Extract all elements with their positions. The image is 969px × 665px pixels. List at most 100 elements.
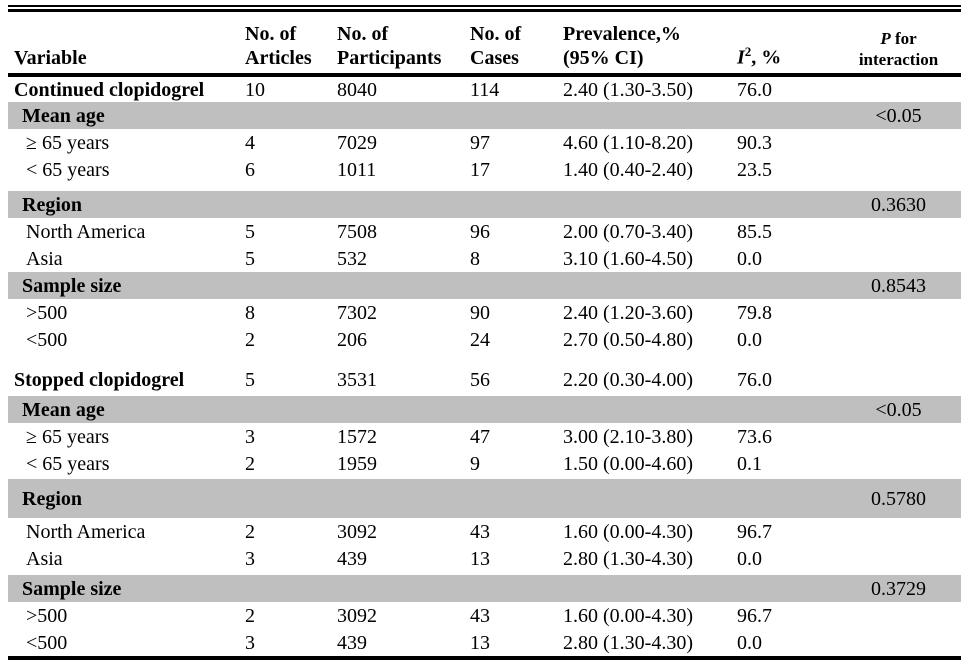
subgroup-analysis-table: Variable No. of Articles No. of Particip… xyxy=(8,12,961,656)
table-row: North America 5 7508 96 2.00 (0.70-3.40) 85.5 xyxy=(8,218,961,245)
table-row xyxy=(8,183,961,191)
cell-articles: 2 xyxy=(245,604,255,627)
header-p-line1: P for xyxy=(840,29,957,49)
table-row: <500 2 206 24 2.70 (0.50-4.80) 0.0 xyxy=(8,326,961,353)
cell-p-interaction: <0.05 xyxy=(840,396,961,423)
cell-cases: 114 xyxy=(470,78,500,101)
header-articles-line1: No. of xyxy=(245,23,297,45)
cell-p-interaction xyxy=(840,245,961,272)
cell-i-squared: 85.5 xyxy=(737,220,772,243)
cell-variable: <500 xyxy=(26,631,68,654)
cell-prevalence: 4.60 (1.10-8.20) xyxy=(563,131,693,154)
cell-articles: 2 xyxy=(245,452,255,475)
cell-participants: 3092 xyxy=(337,604,377,627)
cell-p-interaction: 0.3729 xyxy=(840,575,961,602)
cell-prevalence: 2.70 (0.50-4.80) xyxy=(563,328,693,351)
cell-cases: 8 xyxy=(470,247,480,270)
cell-prevalence: 2.40 (1.20-3.60) xyxy=(563,301,693,324)
header-prevalence: Prevalence,% (95% CI) xyxy=(558,12,730,75)
cell-p-interaction xyxy=(840,602,961,629)
table-row: Sample size 0.8543 xyxy=(8,272,961,299)
table-row: Asia 3 439 13 2.80 (1.30-4.30) 0.0 xyxy=(8,545,961,572)
cell-participants: 3531 xyxy=(337,368,377,391)
table-row: < 65 years 2 1959 9 1.50 (0.00-4.60) 0.1 xyxy=(8,450,961,477)
table-row: Asia 5 532 8 3.10 (1.60-4.50) 0.0 xyxy=(8,245,961,272)
cell-prevalence: 2.40 (1.30-3.50) xyxy=(563,78,693,101)
section-band-label: Sample size xyxy=(8,575,840,602)
cell-variable: < 65 years xyxy=(26,452,110,475)
cell-p-interaction xyxy=(840,450,961,477)
cell-cases: 13 xyxy=(470,631,490,654)
cell-cases: 56 xyxy=(470,368,490,391)
cell-prevalence: 1.50 (0.00-4.60) xyxy=(563,452,693,475)
cell-participants: 7302 xyxy=(337,301,377,324)
table-row: Region 0.3630 xyxy=(8,191,961,218)
cell-i-squared: 90.3 xyxy=(737,131,772,154)
cell-articles: 5 xyxy=(245,247,255,270)
cell-participants: 439 xyxy=(337,631,367,654)
cell-participants: 532 xyxy=(337,247,367,270)
cell-cases: 24 xyxy=(470,328,490,351)
section-band-label: Mean age xyxy=(8,102,840,129)
cell-prevalence: 2.20 (0.30-4.00) xyxy=(563,368,693,391)
section-band-label: Mean age xyxy=(8,396,840,423)
cell-p-interaction: 0.5780 xyxy=(840,479,961,518)
cell-articles: 5 xyxy=(245,368,255,391)
spacer-cell xyxy=(8,393,961,396)
cell-variable: North America xyxy=(26,220,146,243)
section-band-label: Region xyxy=(8,191,840,218)
header-cases: No. of Cases xyxy=(468,12,558,75)
table-row: Sample size 0.3729 xyxy=(8,575,961,602)
header-i2-percent: , % xyxy=(751,47,782,69)
cell-i-squared: 96.7 xyxy=(737,520,772,543)
cell-articles: 3 xyxy=(245,547,255,570)
cell-variable: ≥ 65 years xyxy=(26,425,110,448)
cell-variable: Stopped clopidogrel xyxy=(14,368,185,391)
table-body: Continued clopidogrel 10 8040 114 2.40 (1.30… xyxy=(8,75,961,656)
cell-cases: 43 xyxy=(470,604,490,627)
bottom-rule xyxy=(8,656,961,660)
cell-participants: 8040 xyxy=(337,78,377,101)
top-double-rule xyxy=(8,5,961,12)
cell-cases: 43 xyxy=(470,520,490,543)
cell-articles: 3 xyxy=(245,631,255,654)
header-prevalence-line2: (95% CI) xyxy=(563,47,644,69)
table-row: Mean age <0.05 xyxy=(8,102,961,129)
cell-p-interaction: <0.05 xyxy=(840,102,961,129)
cell-articles: 2 xyxy=(245,328,255,351)
cell-p-interaction: 0.8543 xyxy=(840,272,961,299)
cell-p-interaction xyxy=(840,299,961,326)
header-row: Variable No. of Articles No. of Particip… xyxy=(8,12,961,75)
cell-i-squared: 0.0 xyxy=(737,328,762,351)
cell-variable: ≥ 65 years xyxy=(26,131,110,154)
cell-cases: 47 xyxy=(470,425,490,448)
cell-p-interaction xyxy=(840,366,961,393)
cell-articles: 3 xyxy=(245,425,255,448)
cell-i-squared: 79.8 xyxy=(737,301,772,324)
table-row: Mean age <0.05 xyxy=(8,396,961,423)
table-row: North America 2 3092 43 1.60 (0.00-4.30) 96.7 xyxy=(8,518,961,545)
table-header: Variable No. of Articles No. of Particip… xyxy=(8,12,961,75)
table-row: ≥ 65 years 4 7029 97 4.60 (1.10-8.20) 90.3 xyxy=(8,129,961,156)
cell-cases: 97 xyxy=(470,131,490,154)
spacer-cell xyxy=(8,353,961,366)
cell-articles: 8 xyxy=(245,301,255,324)
header-articles: No. of Articles xyxy=(243,12,335,75)
cell-p-interaction xyxy=(840,423,961,450)
cell-variable: North America xyxy=(26,520,146,543)
header-i-squared: I2, % xyxy=(730,12,840,75)
cell-p-interaction xyxy=(840,518,961,545)
table-row: >500 2 3092 43 1.60 (0.00-4.30) 96.7 xyxy=(8,602,961,629)
cell-cases: 17 xyxy=(470,158,490,181)
header-participants-line2: Participants xyxy=(337,47,442,69)
cell-cases: 13 xyxy=(470,547,490,570)
cell-prevalence: 1.40 (0.40-2.40) xyxy=(563,158,693,181)
cell-participants: 439 xyxy=(337,547,367,570)
spacer-cell xyxy=(8,183,961,191)
cell-participants: 1959 xyxy=(337,452,377,475)
cell-participants: 1572 xyxy=(337,425,377,448)
table-row xyxy=(8,572,961,575)
section-band-label: Sample size xyxy=(8,272,840,299)
cell-prevalence: 1.60 (0.00-4.30) xyxy=(563,604,693,627)
cell-articles: 4 xyxy=(245,131,255,154)
